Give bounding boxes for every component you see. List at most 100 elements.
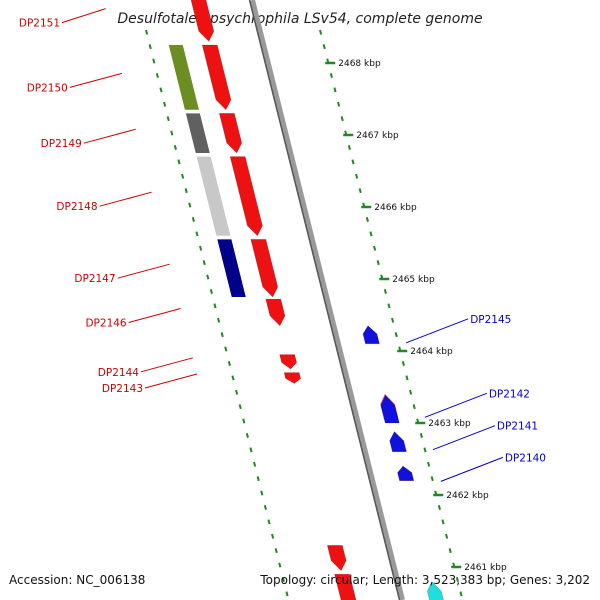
- gene-dp2145: [362, 325, 380, 345]
- reverse-tick-mark: [376, 260, 380, 266]
- gene-leader-line: [128, 307, 181, 323]
- gene-label: DP2142: [489, 388, 530, 400]
- reverse-tick-mark: [419, 432, 423, 438]
- reverse-tick-mark: [387, 303, 391, 309]
- forward-tick-mark: [242, 418, 246, 424]
- reverse-tick-mark: [373, 245, 377, 251]
- forward-tick-mark: [267, 519, 271, 525]
- gene-label: DP2149: [41, 138, 82, 150]
- reverse-tick-mark: [369, 231, 373, 237]
- forward-tick-mark: [285, 591, 289, 597]
- forward-tick-mark: [235, 389, 239, 395]
- forward-tick-mark: [170, 130, 174, 136]
- gene-leader-line: [99, 191, 152, 207]
- forward-tick-mark: [245, 432, 249, 438]
- forward-tick-mark: [173, 144, 177, 150]
- reverse-tick-mark: [430, 476, 434, 482]
- scale-label: 2463 kbp: [428, 419, 471, 429]
- gene-dp2142: [380, 395, 400, 424]
- reverse-tick-mark: [459, 591, 463, 597]
- reverse-tick-mark: [337, 101, 341, 107]
- reverse-tick-mark: [448, 548, 452, 554]
- gene-dp2140: [397, 465, 415, 481]
- reverse-tick-mark: [455, 576, 459, 582]
- map-title: Desulfotalea psychrophila LSv54, complet…: [117, 11, 482, 27]
- forward-tick-mark: [227, 360, 231, 366]
- gene-dp2144: [279, 354, 297, 370]
- forward-feature: [334, 573, 357, 600]
- forward-tick-mark: [217, 317, 221, 323]
- gene-dp2141: [389, 431, 407, 453]
- forward-tick-mark: [152, 58, 156, 64]
- reverse-tick-mark: [405, 375, 409, 381]
- forward-tick-mark: [148, 44, 152, 50]
- gene-dp2148: [229, 156, 263, 237]
- reverse-tick-mark: [394, 332, 398, 338]
- overlay-block: [217, 239, 246, 297]
- overlay-layer: [168, 45, 246, 297]
- forward-feature: [326, 545, 347, 572]
- gene-label: DP2147: [74, 273, 115, 285]
- gene-leader-line: [424, 392, 488, 418]
- reverse-tick-mark: [427, 461, 431, 467]
- gene-leader-line: [140, 357, 194, 373]
- scale-label: 2464 kbp: [410, 347, 453, 357]
- gene-leader-line: [432, 425, 496, 451]
- reverse-tick-mark: [355, 173, 359, 179]
- scale-label: 2462 kbp: [446, 491, 489, 501]
- forward-tick-mark: [274, 548, 278, 554]
- reverse-feature: [427, 580, 444, 600]
- overlay-block: [185, 113, 210, 153]
- backbone-line-outer: [250, 0, 405, 600]
- accession-label: Accession: NC_006138: [9, 573, 146, 587]
- forward-tick-mark: [209, 288, 213, 294]
- reverse-tick-mark: [340, 116, 344, 122]
- gene-dp2146: [265, 298, 286, 327]
- reverse-tick-mark: [322, 44, 326, 50]
- scale-label: 2465 kbp: [392, 275, 435, 285]
- reverse-tick-mark: [391, 317, 395, 323]
- reverse-tick-mark: [445, 533, 449, 539]
- forward-tick-mark: [253, 461, 257, 467]
- forward-tick-mark: [224, 346, 228, 352]
- forward-tick-mark: [145, 29, 149, 35]
- gene-label: DP2146: [85, 317, 126, 329]
- forward-tick-mark: [238, 404, 242, 410]
- forward-tick-mark: [220, 332, 224, 338]
- gene-label: DP2143: [102, 383, 143, 395]
- gene-label: DP2148: [56, 201, 97, 213]
- forward-tick-mark: [281, 576, 285, 582]
- overlay-block: [168, 45, 199, 110]
- gene-label: DP2140: [505, 452, 546, 464]
- scale-label: 2466 kbp: [374, 203, 417, 213]
- forward-tick-mark: [155, 72, 159, 78]
- forward-tick-mark: [191, 216, 195, 222]
- gene-label: DP2145: [470, 314, 511, 326]
- gene-leader-line: [406, 318, 469, 344]
- reverse-tick-mark: [441, 519, 445, 525]
- topology-summary: Topology: circular; Length: 3,523,383 bp…: [260, 573, 590, 587]
- reverse-tick-mark: [358, 188, 362, 194]
- forward-tick-mark: [271, 533, 275, 539]
- reverse-tick-mark: [437, 504, 441, 510]
- reverse-tick-mark: [423, 447, 427, 453]
- gene-label: DP2150: [27, 82, 68, 94]
- backbone-line-inner: [248, 0, 401, 600]
- gene-leader-line: [83, 128, 136, 144]
- forward-tick-mark: [166, 116, 170, 122]
- forward-tick-mark: [256, 476, 260, 482]
- reverse-tick-mark: [383, 288, 387, 294]
- reverse-tick-mark: [409, 389, 413, 395]
- forward-tick-mark: [249, 447, 253, 453]
- forward-tick-mark: [184, 188, 188, 194]
- gene-dp2150: [201, 44, 232, 111]
- forward-tick-mark: [159, 87, 163, 93]
- gene-dp2143: [283, 372, 301, 384]
- gene-label: DP2151: [19, 18, 60, 30]
- forward-tick-mark: [231, 375, 235, 381]
- reverse-tick-mark: [329, 72, 333, 78]
- scale-label: 2467 kbp: [356, 131, 399, 141]
- forward-tick-mark: [188, 202, 192, 208]
- reverse-tick-mark: [401, 360, 405, 366]
